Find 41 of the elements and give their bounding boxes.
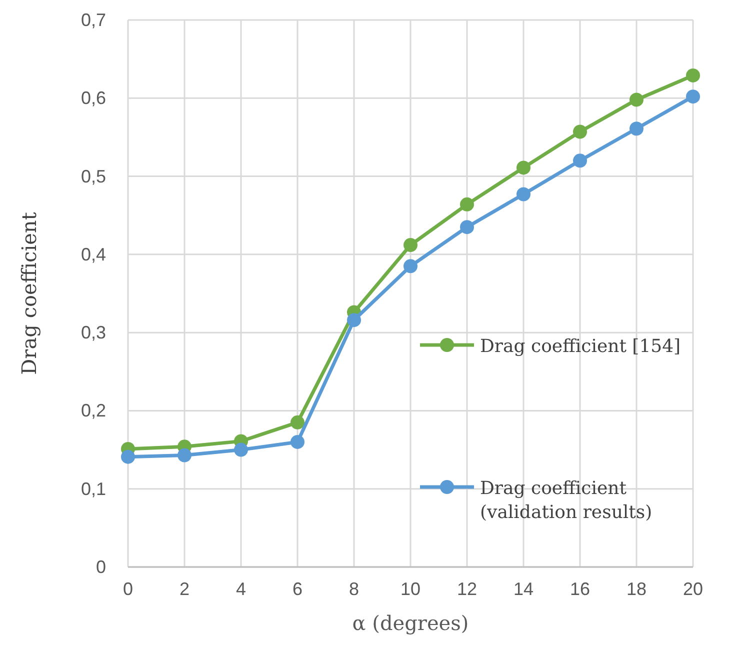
y-tick-label: 0,6 [80,88,106,108]
x-tick-label: 14 [513,579,534,599]
point [573,154,587,168]
x-tick-label: 16 [570,579,590,599]
legend-label: Drag coefficient [154] [480,336,681,357]
point [573,124,587,139]
point [516,187,530,202]
y-tick-label: 0,7 [80,10,106,30]
x-axis-title: α (degrees) [352,611,469,635]
x-tick-label: 0 [122,579,134,599]
x-tick-label: 10 [400,579,421,599]
point [290,415,304,430]
x-tick-label: 6 [292,579,303,599]
x-tick-label: 12 [456,579,478,599]
point [234,442,248,457]
point [404,238,418,252]
point [630,92,644,107]
y-tick-label: 0,4 [80,244,106,264]
point [630,122,644,136]
x-tick-label: 8 [348,579,360,599]
point [404,259,418,274]
point [290,434,304,449]
x-tick-label: 4 [236,579,246,599]
point [347,313,361,328]
legend-label: Drag coefficient (validation results) [480,478,652,523]
y-tick-label: 0,2 [80,400,106,421]
y-axis-title: Drag coefficient [17,212,41,375]
y-tick-label: 0,1 [80,478,106,499]
point [686,90,700,104]
point [686,68,700,82]
point [178,448,192,462]
y-tick-label: 0,5 [80,166,106,186]
point [460,220,474,234]
y-tick-label: 0,3 [80,322,106,343]
point [460,197,474,212]
y-tick-label: 0 [96,557,106,577]
x-tick-label: 2 [179,579,190,599]
x-tick-label: 20 [682,579,704,599]
point [516,160,530,175]
x-tick-label: 18 [626,579,647,599]
point [121,450,135,464]
